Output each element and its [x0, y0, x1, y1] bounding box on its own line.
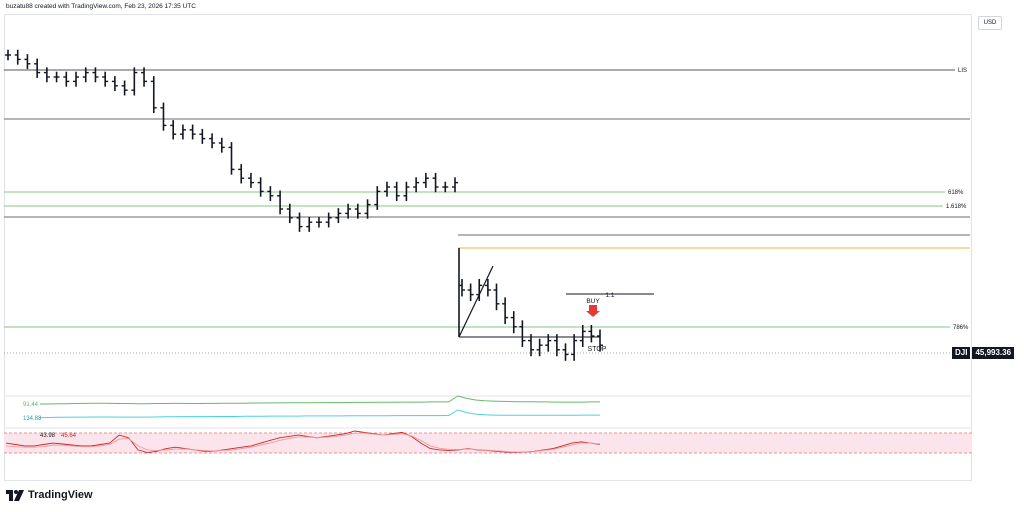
level-label-1: LIS — [958, 68, 967, 74]
indicator-line-1 — [40, 395, 600, 405]
currency-selector[interactable]: USD — [978, 16, 1002, 30]
projection-diagonal-line — [458, 265, 494, 338]
indicator-2-value: 134.88 — [23, 416, 42, 422]
price-tag-value: 45,993.36 — [972, 347, 1015, 359]
oscillator-value-b: 45.64 — [61, 433, 77, 439]
price-tag-symbol: DJI — [952, 347, 971, 359]
level-label-3: 618% — [948, 190, 964, 196]
oscillator-line-b — [5, 432, 601, 453]
logo-text: TradingView — [28, 489, 93, 501]
level-label-8: 786% — [953, 325, 969, 331]
level-label-4: 1.618% — [946, 204, 967, 210]
indicator-line-2 — [39, 409, 600, 419]
tradingview-logo[interactable]: TradingView — [6, 489, 93, 501]
stop-label: STOP — [588, 346, 607, 353]
oscillator-value-a: 43.98 — [40, 433, 56, 439]
oscillator-line-a — [5, 430, 601, 454]
tradingview-logo-icon — [6, 489, 24, 501]
chart-frame — [4, 14, 972, 481]
buy-label: BUY — [586, 298, 600, 305]
chart-header: buzatu88 created with TradingView.com, F… — [6, 3, 196, 10]
indicator-1-value: 91.44 — [23, 402, 39, 408]
price-tag: DJI 45,993.36 — [952, 347, 1015, 359]
ratio-label: 1:1 — [605, 292, 614, 299]
buy-arrow-icon — [586, 305, 600, 317]
